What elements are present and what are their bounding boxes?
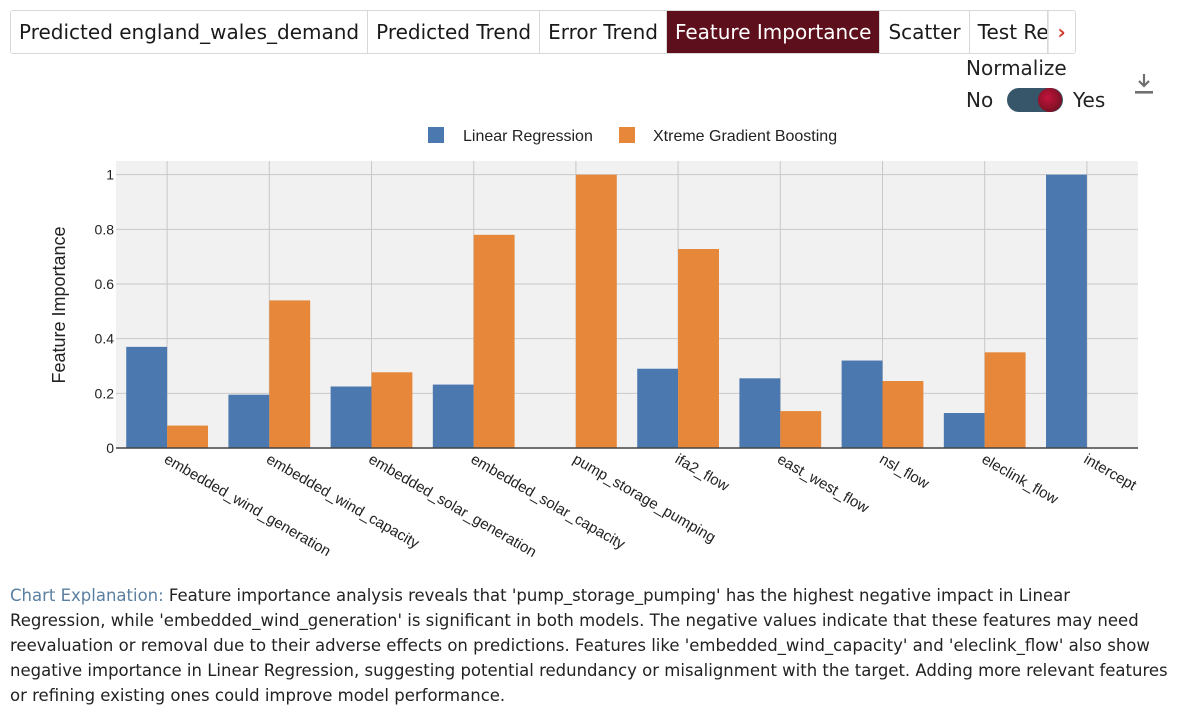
x-tick-label: nsl_flow [877, 451, 933, 493]
normalize-label: Normalize [966, 56, 1067, 80]
normalize-yes-label: Yes [1073, 88, 1106, 112]
tab-scatter[interactable]: Scatter [880, 11, 970, 53]
bar-linear-regression-east-west-flow [739, 378, 781, 448]
bar-linear-regression-embedded-wind-capacity [228, 394, 270, 448]
legend-label-linear-regression: Linear Regression [463, 128, 593, 145]
bar-linear-regression-embedded-wind-generation [126, 346, 168, 448]
bar-xgboost-embedded-solar-generation [371, 372, 413, 448]
plot-area: 0 0.2 0.4 0.6 0.8 1 embedded_wind_generation em… [95, 161, 1140, 561]
legend-swatch-linear-regression [428, 127, 444, 143]
legend-label-xgboost: Xtreme Gradient Boosting [653, 128, 837, 145]
bar-linear-regression-embedded-solar-capacity [432, 384, 474, 448]
bar-xgboost-embedded-wind-generation [167, 425, 208, 448]
explanation-prefix: Chart Explanation: [10, 586, 164, 605]
bar-linear-regression-nsl-flow [841, 360, 883, 448]
chart-legend: Linear Regression Xtreme Gradient Boosti… [428, 127, 837, 145]
toggle-knob[interactable] [1038, 88, 1062, 112]
x-tick-label: intercept [1081, 451, 1140, 495]
feature-importance-chart: Linear Regression Xtreme Gradient Boosti… [49, 127, 1140, 561]
y-tick-label: 0 [106, 440, 114, 456]
x-tick-label: embedded_solar_generation [366, 451, 540, 561]
tab-predicted-demand[interactable]: Predicted england_wales_demand [11, 11, 369, 53]
normalize-toggle[interactable] [1007, 88, 1063, 112]
bar-linear-regression-intercept [1046, 174, 1087, 448]
chevron-right-icon[interactable]: › [1047, 11, 1075, 53]
x-tick-label: eleclink_flow [979, 451, 1061, 508]
y-tick-label: 0.8 [95, 221, 115, 237]
bar-xgboost-nsl-flow [882, 381, 924, 448]
bar-linear-regression-eleclink-flow [943, 413, 985, 448]
y-tick-label: 1 [106, 167, 114, 183]
bar-xgboost-eleclink-flow [984, 352, 1026, 448]
tab-predicted-trend[interactable]: Predicted Trend [368, 11, 541, 53]
chart-explanation: Chart Explanation: Feature importance an… [10, 583, 1170, 708]
x-tick-label: ifa2_flow [672, 451, 732, 495]
tab-error-trend[interactable]: Error Trend [540, 11, 667, 53]
tab-test-results[interactable]: Test Re [969, 11, 1048, 53]
y-tick-label: 0.6 [95, 276, 115, 292]
bar-xgboost-embedded-wind-capacity [269, 300, 311, 448]
legend-swatch-xgboost [619, 127, 635, 143]
y-tick-label: 0.4 [95, 331, 115, 347]
bar-xgboost-embedded-solar-capacity [473, 234, 515, 448]
explanation-text: Feature importance analysis reveals that… [10, 586, 1168, 705]
tab-feature-importance[interactable]: Feature Importance [666, 11, 881, 53]
tab-bar: Predicted england_wales_demand Predicted… [10, 10, 1076, 54]
y-axis-title: Feature Importance [49, 226, 69, 383]
bar-xgboost-pump-storage-pumping [575, 174, 617, 448]
bar-xgboost-ifa2-flow [678, 249, 719, 448]
bar-linear-regression-ifa2-flow [637, 368, 679, 448]
download-icon[interactable] [1133, 72, 1155, 96]
bar-xgboost-east-west-flow [780, 411, 822, 448]
normalize-no-label: No [966, 88, 994, 112]
x-tick-label: embedded_wind_generation [161, 451, 333, 560]
y-tick-label: 0.2 [95, 385, 115, 401]
x-tick-label: east_west_flow [774, 451, 871, 517]
bar-linear-regression-embedded-solar-generation [330, 386, 372, 448]
